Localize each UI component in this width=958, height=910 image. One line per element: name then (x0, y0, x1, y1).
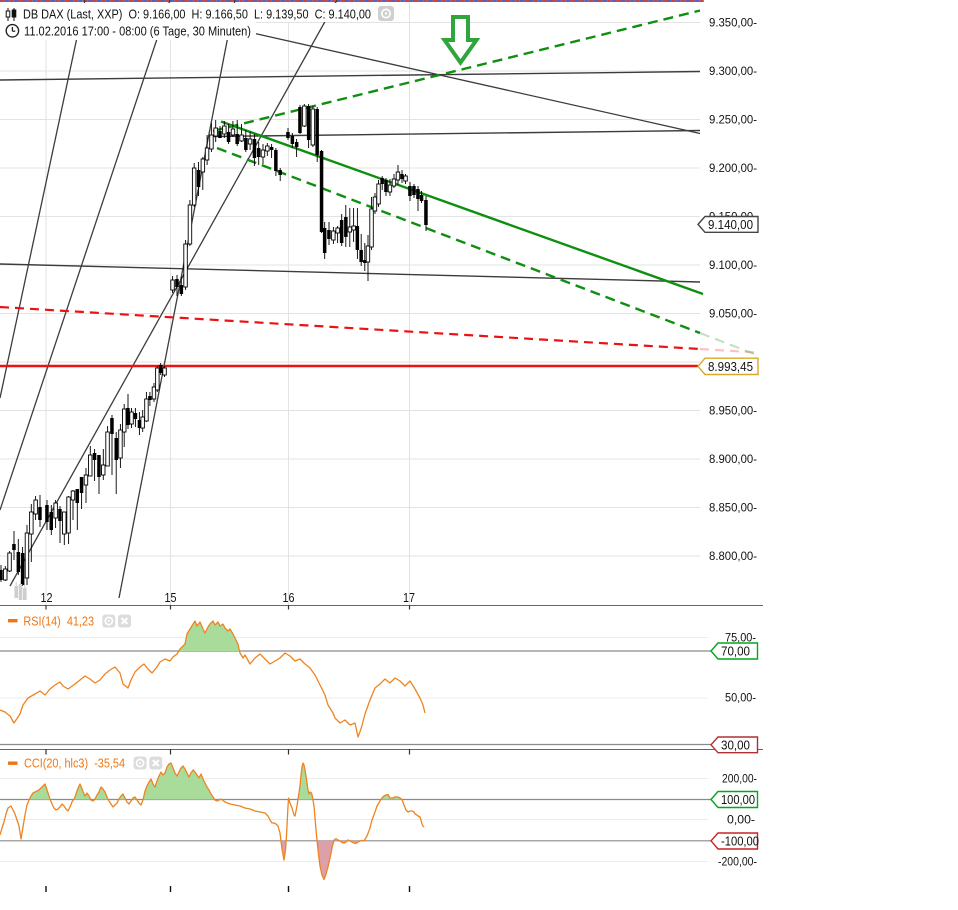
svg-text:-100,00: -100,00 (721, 833, 759, 848)
svg-text:11.02.2016 17:00 - 08:00 (6 Ta: 11.02.2016 17:00 - 08:00 (6 Tage, 30 Min… (24, 24, 251, 39)
svg-text:12: 12 (41, 590, 53, 605)
svg-text:8.950,00-: 8.950,00- (709, 406, 757, 418)
svg-text:9.100,00-: 9.100,00- (709, 260, 757, 272)
svg-text:200,00-: 200,00- (722, 774, 757, 786)
svg-text:8.850,00-: 8.850,00- (709, 503, 757, 515)
svg-text:9.140,00: 9.140,00 (708, 217, 753, 232)
svg-text:9.300,00-: 9.300,00- (709, 66, 757, 78)
svg-text:9.200,00-: 9.200,00- (709, 163, 757, 175)
svg-text:50,00-: 50,00- (725, 693, 756, 705)
svg-text:9.250,00-: 9.250,00- (709, 115, 757, 127)
svg-text:100,00: 100,00 (721, 792, 755, 807)
svg-text:30,00: 30,00 (721, 737, 750, 752)
svg-text:9.350,00-: 9.350,00- (709, 18, 757, 30)
svg-text:0,00-: 0,00- (727, 815, 755, 827)
svg-text:DB DAX (Last, XXP) O: 9.166,0: DB DAX (Last, XXP) O: 9.166,00 H: 9.166,… (23, 7, 371, 22)
svg-text:8.900,00-: 8.900,00- (709, 454, 757, 466)
svg-text:9.050,00-: 9.050,00- (709, 309, 757, 321)
svg-text:70,00: 70,00 (721, 644, 750, 659)
svg-text:RSI(14) 41,23: RSI(14) 41,23 (23, 614, 94, 629)
svg-text:17: 17 (403, 590, 415, 605)
svg-text:-200,00-: -200,00- (718, 857, 757, 869)
svg-text:8.800,00-: 8.800,00- (709, 551, 757, 563)
svg-text:15: 15 (165, 590, 177, 605)
svg-text:16: 16 (283, 590, 295, 605)
svg-text:CCI(20, hlc3) -35,54: CCI(20, hlc3) -35,54 (24, 756, 125, 771)
svg-text:8.993,45: 8.993,45 (708, 359, 753, 374)
